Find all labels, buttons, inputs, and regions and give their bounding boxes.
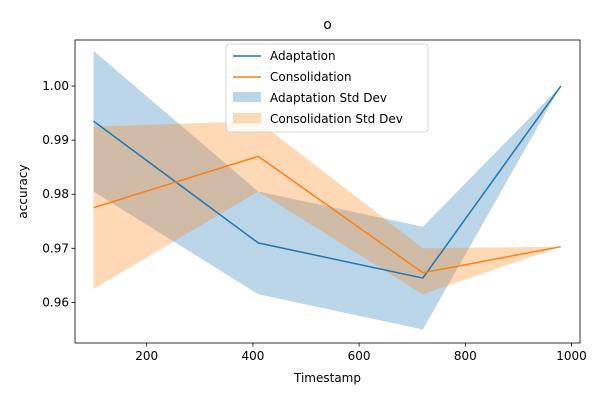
band-consolidation-std-dev: [93, 121, 561, 295]
series-lines: [93, 85, 562, 279]
legend-consolidation-std-label: Consolidation Std Dev: [270, 112, 403, 126]
y-axis-ticks: 0.96 0.97 0.98 0.99 1.00: [42, 79, 75, 309]
y-axis-label: accuracy: [16, 164, 30, 218]
x-tick-label: 200: [135, 349, 158, 363]
x-tick-label: 1000: [556, 349, 587, 363]
x-tick-label: 400: [241, 349, 264, 363]
std-dev-bands: [93, 50, 561, 330]
y-tick-label: 0.97: [42, 241, 69, 255]
x-axis-label: Timestamp: [293, 371, 361, 385]
y-tick-label: 0.98: [42, 187, 69, 201]
line-consolidation: [93, 155, 562, 274]
plot-frame: [74, 39, 581, 344]
legend-adaptation-label: Adaptation: [270, 49, 336, 63]
y-tick-label: 0.99: [42, 133, 69, 147]
chart-title: o: [323, 17, 332, 33]
legend: Adaptation Consolidation Adaptation Std …: [225, 43, 429, 133]
legend-consolidation-std-swatch: [233, 113, 261, 123]
y-tick-label: 0.96: [42, 295, 69, 309]
legend-adaptation-std-label: Adaptation Std Dev: [270, 91, 387, 105]
band-adaptation-std-dev: [93, 50, 561, 330]
x-axis-ticks: 200 400 600 800 1000: [135, 343, 587, 363]
x-tick-label: 600: [348, 349, 371, 363]
x-tick-label: 800: [454, 349, 477, 363]
legend-consolidation-label: Consolidation: [270, 70, 352, 84]
legend-frame: [225, 43, 429, 133]
legend-adaptation-std-swatch: [233, 92, 261, 102]
y-tick-label: 1.00: [42, 79, 69, 93]
